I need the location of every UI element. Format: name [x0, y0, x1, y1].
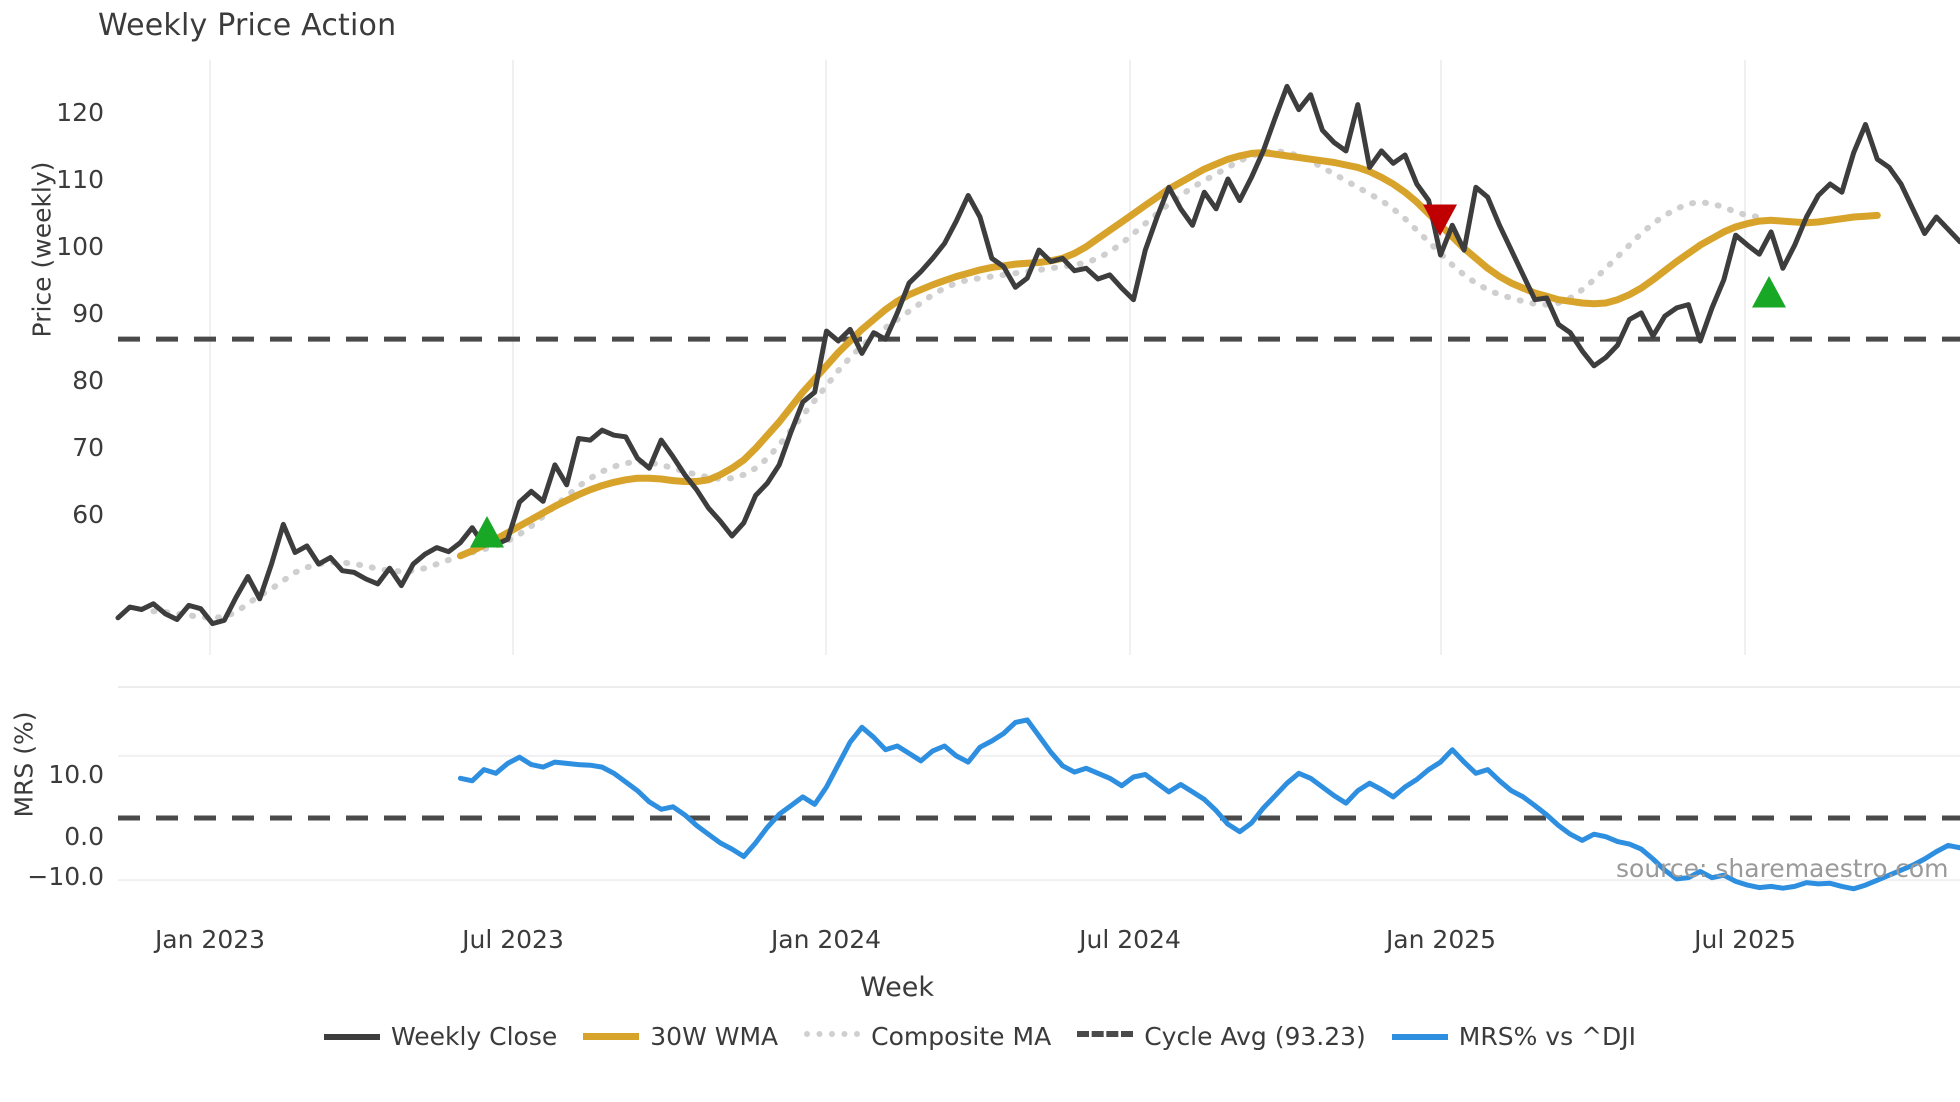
- legend-label-cycle-avg: Cycle Avg (93.23): [1144, 1022, 1366, 1051]
- legend-item-30w-wma[interactable]: 30W WMA: [583, 1022, 778, 1051]
- x-tick-jul-2024: Jul 2024: [1079, 925, 1181, 954]
- series-composite-ma: [150, 147, 1763, 621]
- x-tick-jul-2023: Jul 2023: [462, 925, 564, 954]
- x-tick-jan-2023: Jan 2023: [154, 925, 266, 954]
- x-tick-jul-2025: Jul 2025: [1694, 925, 1796, 954]
- y-tick-price-70: 70: [72, 433, 104, 462]
- marker-buy-0[interactable]: [470, 516, 504, 548]
- y-tick-mrs-neg10: −10.0: [27, 862, 104, 891]
- marker-sell-1[interactable]: [1423, 204, 1457, 236]
- series-30w-wma: [456, 149, 1881, 560]
- x-axis-label: Week: [860, 972, 934, 1003]
- chart-legend: Weekly Close 30W WMA Composite MA Cycle …: [0, 1022, 1960, 1051]
- legend-swatch-mrs-icon: [1391, 1033, 1448, 1040]
- legend-item-mrs[interactable]: MRS% vs ^DJI: [1391, 1022, 1637, 1051]
- x-tick-jan-2024: Jan 2024: [770, 925, 882, 954]
- legend-label-composite-ma: Composite MA: [871, 1022, 1052, 1051]
- series-mrs-percent: [457, 717, 1960, 892]
- y-tick-price-80: 80: [72, 366, 104, 395]
- y-tick-price-90: 90: [72, 299, 104, 328]
- x-tick-jan-2025: Jan 2025: [1385, 925, 1497, 954]
- mrs-series-layer: [118, 717, 1960, 892]
- legend-label-30w-wma: 30W WMA: [650, 1022, 779, 1051]
- legend-swatch-weekly-close-icon: [323, 1033, 380, 1040]
- y-tick-price-60: 60: [72, 500, 104, 529]
- legend-label-weekly-close: Weekly Close: [390, 1022, 558, 1051]
- y-tick-price-110: 110: [56, 165, 104, 194]
- legend-swatch-30w-wma-icon: [583, 1033, 640, 1040]
- legend-item-cycle-avg[interactable]: Cycle Avg (93.23): [1077, 1022, 1366, 1051]
- legend-swatch-cycle-avg-icon: [1077, 1030, 1134, 1043]
- legend-label-mrs: MRS% vs ^DJI: [1458, 1022, 1637, 1051]
- source-watermark: source: sharemaestro.com: [1616, 854, 1949, 883]
- marker-buy-2[interactable]: [1752, 276, 1786, 308]
- legend-item-composite-ma[interactable]: Composite MA: [804, 1022, 1051, 1051]
- y-tick-price-100: 100: [56, 232, 104, 261]
- legend-swatch-composite-ma-icon: [804, 1030, 861, 1043]
- page-title: Weekly Price Action: [98, 8, 397, 43]
- price-series-layer: [115, 83, 1960, 627]
- series-weekly-close: [115, 83, 1960, 627]
- y-tick-mrs-10: 10.0: [48, 760, 104, 789]
- trade-markers-layer: [470, 204, 1786, 548]
- legend-item-weekly-close[interactable]: Weekly Close: [323, 1022, 558, 1051]
- grid-lines: [118, 60, 1960, 882]
- y-tick-mrs-0: 0.0: [64, 822, 104, 851]
- y-tick-price-120: 120: [56, 98, 104, 127]
